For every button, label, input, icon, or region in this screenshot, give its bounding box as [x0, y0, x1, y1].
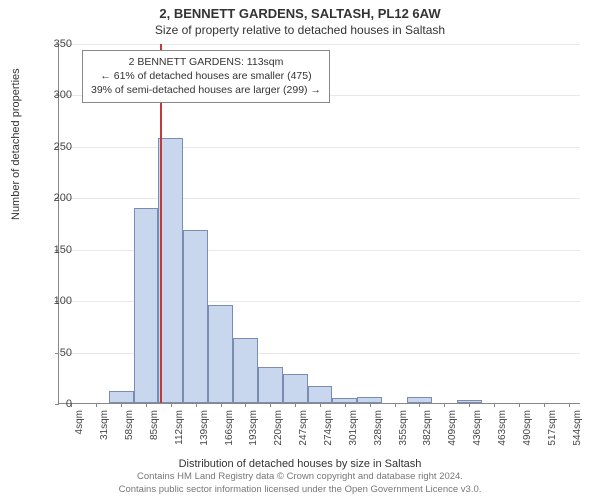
x-tick-label: 382sqm: [422, 410, 433, 446]
histogram-bar: [134, 208, 159, 403]
x-tick-label: 463sqm: [497, 410, 508, 446]
x-tick-label: 274sqm: [323, 410, 334, 446]
x-tick-label: 544sqm: [572, 410, 583, 446]
footer: Contains HM Land Registry data © Crown c…: [0, 471, 600, 496]
y-tick-label: 200: [32, 192, 72, 204]
y-tick-label: 50: [32, 347, 72, 359]
y-tick-label: 250: [32, 141, 72, 153]
x-tick-label: 4sqm: [74, 410, 85, 434]
y-tick-label: 100: [32, 295, 72, 307]
y-axis-title: Number of detached properties: [10, 68, 22, 220]
x-tick-label: 490sqm: [522, 410, 533, 446]
x-tick-label: 328sqm: [373, 410, 384, 446]
x-tick-label: 436sqm: [472, 410, 483, 446]
x-tick-label: 301sqm: [348, 410, 359, 446]
x-tick-label: 112sqm: [174, 410, 185, 445]
annotation-line3: 39% of semi-detached houses are larger (…: [91, 83, 321, 97]
x-tick-label: 517sqm: [547, 410, 558, 446]
annotation-line2: ← 61% of detached houses are smaller (47…: [91, 69, 321, 83]
annotation-box: 2 BENNETT GARDENS: 113sqm ← 61% of detac…: [82, 50, 330, 103]
annotation-line1: 2 BENNETT GARDENS: 113sqm: [91, 55, 321, 69]
y-tick-label: 150: [32, 244, 72, 256]
histogram-bar: [258, 367, 283, 403]
x-tick-label: 193sqm: [248, 410, 259, 446]
histogram-bar: [208, 305, 233, 403]
histogram-bar: [308, 386, 333, 403]
x-tick-label: 247sqm: [298, 410, 309, 446]
x-tick-label: 85sqm: [149, 410, 160, 440]
x-axis-title: Distribution of detached houses by size …: [0, 458, 600, 470]
x-tick-label: 409sqm: [447, 410, 458, 446]
x-tick-label: 58sqm: [124, 410, 135, 440]
histogram-chart: 2, BENNETT GARDENS, SALTASH, PL12 6AW Si…: [0, 0, 600, 500]
y-tick-label: 350: [32, 38, 72, 50]
x-tick-label: 220sqm: [273, 410, 284, 446]
y-tick-label: 0: [32, 398, 72, 410]
histogram-bar: [283, 374, 308, 403]
histogram-bar: [183, 230, 208, 403]
histogram-bar: [233, 338, 258, 403]
histogram-bar: [109, 391, 134, 403]
x-tick-label: 166sqm: [224, 410, 235, 446]
footer-line2: Contains public sector information licen…: [0, 484, 600, 496]
histogram-bar: [158, 138, 183, 403]
y-tick-label: 300: [32, 89, 72, 101]
footer-line1: Contains HM Land Registry data © Crown c…: [0, 471, 600, 483]
x-tick-label: 139sqm: [199, 410, 210, 446]
chart-title: 2, BENNETT GARDENS, SALTASH, PL12 6AW: [0, 0, 600, 21]
x-tick-label: 31sqm: [99, 410, 110, 440]
x-tick-label: 355sqm: [398, 410, 409, 446]
chart-subtitle: Size of property relative to detached ho…: [0, 21, 600, 37]
